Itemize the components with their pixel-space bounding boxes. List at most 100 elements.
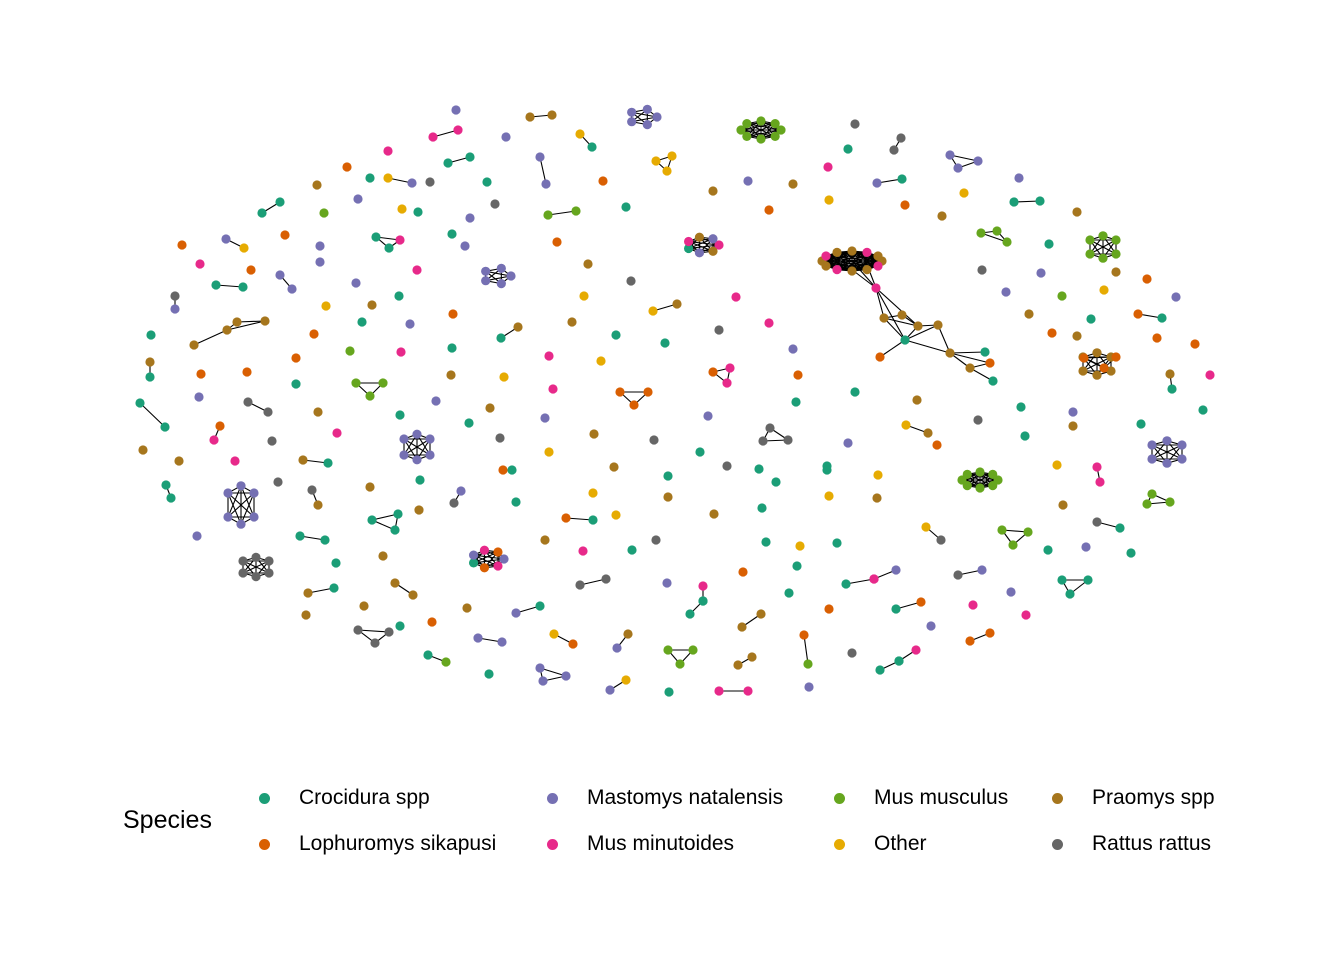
network-node <box>968 600 978 610</box>
network-node <box>977 565 987 575</box>
network-node <box>975 467 985 477</box>
network-node <box>313 407 323 417</box>
network-node <box>506 271 516 281</box>
network-node <box>1126 548 1136 558</box>
network-node <box>742 131 752 141</box>
network-node <box>873 261 883 271</box>
network-node <box>552 237 562 247</box>
network-node <box>303 588 313 598</box>
network-node <box>601 574 611 584</box>
network-node <box>541 179 551 189</box>
network-node <box>832 265 842 275</box>
network-node <box>367 515 377 525</box>
network-node <box>351 378 361 388</box>
network-node <box>307 485 317 495</box>
network-node <box>897 174 907 184</box>
network-node <box>1092 348 1102 358</box>
network-node <box>764 318 774 328</box>
network-node <box>672 299 682 309</box>
network-node <box>583 259 593 269</box>
network-node <box>612 643 622 653</box>
network-node <box>238 568 248 578</box>
network-node <box>743 176 753 186</box>
network-node <box>196 369 206 379</box>
network-node <box>1099 285 1109 295</box>
network-node <box>312 180 322 190</box>
network-node <box>1162 458 1172 468</box>
network-node <box>223 512 233 522</box>
network-node <box>1115 523 1125 533</box>
legend-item-praomys: Praomys spp <box>1052 785 1215 811</box>
network-node <box>980 347 990 357</box>
network-node <box>977 265 987 275</box>
network-node <box>1021 610 1031 620</box>
network-node <box>479 563 490 573</box>
network-node <box>737 622 747 632</box>
network-node <box>273 477 283 487</box>
network-node <box>945 348 955 358</box>
network-node <box>847 648 857 658</box>
network-node <box>1057 291 1067 301</box>
network-node <box>823 162 833 172</box>
network-node <box>803 659 813 669</box>
network-node <box>862 247 872 257</box>
network-node <box>847 246 857 256</box>
network-node <box>605 685 615 695</box>
network-node <box>824 491 834 501</box>
network-edge <box>961 473 993 481</box>
network-node <box>708 246 718 256</box>
network-node <box>295 531 305 541</box>
network-node <box>588 488 598 498</box>
network-node <box>496 263 506 273</box>
network-node <box>911 645 921 655</box>
network-node <box>1147 440 1157 450</box>
network-node <box>482 177 492 187</box>
legend-swatch <box>1052 792 1063 804</box>
legend-swatch <box>547 792 558 804</box>
network-node <box>499 372 509 382</box>
network-node <box>761 537 771 547</box>
network-node <box>315 257 325 267</box>
network-node <box>575 580 585 590</box>
network-node <box>428 132 438 142</box>
network-node <box>291 379 301 389</box>
network-node <box>575 129 585 139</box>
legend-label: Praomys spp <box>1092 786 1215 809</box>
network-node <box>850 387 860 397</box>
network-node <box>747 652 757 662</box>
network-node <box>223 488 233 498</box>
network-node <box>485 403 495 413</box>
network-node <box>850 119 860 129</box>
network-node <box>1058 500 1068 510</box>
network-node <box>1047 328 1057 338</box>
network-node <box>988 376 998 386</box>
network-node <box>535 152 545 162</box>
network-node <box>988 481 998 491</box>
network-edge <box>949 352 991 364</box>
network-node <box>843 144 853 154</box>
network-node <box>260 316 270 326</box>
network-node <box>195 259 205 269</box>
legend-item-other: Other <box>834 831 927 857</box>
network-node <box>871 283 881 293</box>
network-node <box>937 211 947 221</box>
legend-item-mus-musculus: Mus musculus <box>834 785 1008 811</box>
network-edge <box>851 260 877 289</box>
network-node <box>1165 369 1175 379</box>
network-node <box>543 210 553 220</box>
network-node <box>872 493 882 503</box>
network-node <box>847 266 857 276</box>
network-node <box>568 639 578 649</box>
network-node <box>1083 575 1093 585</box>
network-node <box>287 284 297 294</box>
network-node <box>243 397 253 407</box>
network-node <box>725 363 735 373</box>
network-node <box>722 378 732 388</box>
legend-swatch <box>1052 838 1063 850</box>
network-node <box>1001 287 1011 297</box>
network-edge <box>883 317 906 341</box>
network-node <box>642 120 652 130</box>
network-node <box>897 310 907 320</box>
network-node <box>688 645 698 655</box>
network-node <box>473 633 483 643</box>
